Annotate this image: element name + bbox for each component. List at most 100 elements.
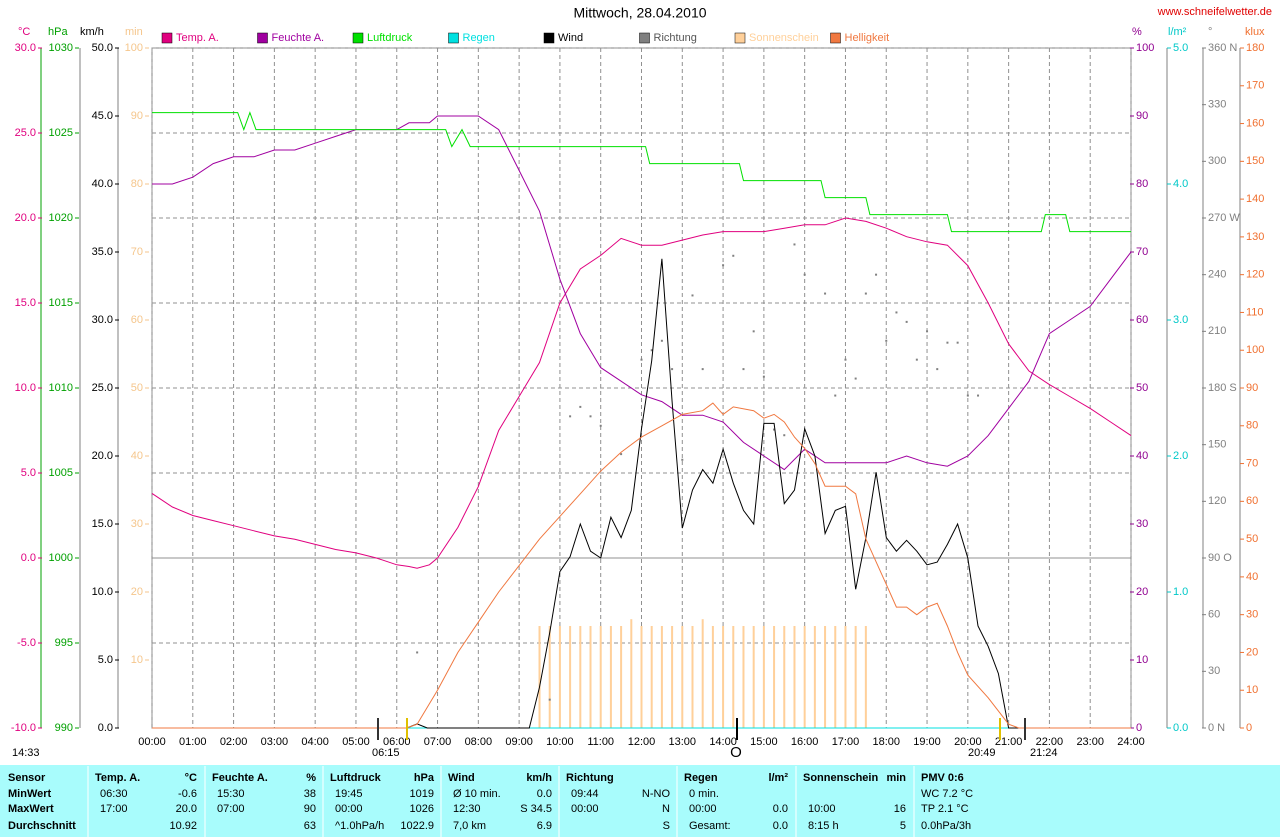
table-cell: ^1.0hPa/h: [335, 820, 384, 832]
table-cell: 00:00: [335, 803, 363, 815]
sunshine-bar: [609, 626, 612, 728]
y-tick-label: 990: [55, 722, 73, 734]
table-cell: 00:00: [689, 803, 717, 815]
legend-swatch: [830, 32, 841, 44]
table-cell: 6.9: [537, 820, 552, 832]
direction-dot: [691, 294, 694, 297]
sunshine-bar: [752, 626, 755, 728]
table-cell: 12:30: [453, 803, 481, 815]
y-tick-label: 1005: [49, 467, 73, 479]
direction-dot: [895, 311, 898, 314]
y-tick-label: 995: [55, 637, 73, 649]
table-cell: Ø 10 min.: [453, 788, 501, 800]
table-cell: 15:30: [217, 788, 245, 800]
direction-dot: [864, 292, 867, 295]
table-unit: %: [306, 772, 316, 784]
table-header: PMV 0:6: [921, 772, 964, 784]
annotation: 14:33: [12, 747, 40, 759]
x-tick-label: 19:00: [913, 736, 941, 748]
y-tick-label: 20: [131, 586, 143, 598]
y-tick-label: 10: [131, 654, 143, 666]
y-tick-label: 2.0: [1173, 450, 1188, 462]
direction-dot: [620, 453, 623, 456]
direction-dot: [773, 428, 776, 431]
direction-dot: [875, 273, 878, 276]
sunshine-bar: [630, 619, 633, 728]
y-tick-label: 20: [1136, 586, 1148, 598]
table-cell: TP 2.1 °C: [921, 803, 969, 815]
table-cell: 07:00: [217, 803, 245, 815]
table-cell: 8:15 h: [808, 820, 839, 832]
y-tick-label: 30: [131, 518, 143, 530]
source: www.schneifelwetter.de: [1157, 6, 1272, 18]
x-tick-label: 16:00: [791, 736, 819, 748]
x-tick-label: 15:00: [750, 736, 778, 748]
y-tick-label: 90: [131, 110, 143, 122]
legend-swatch: [734, 32, 746, 44]
sunshine-bar: [538, 626, 541, 728]
table-cell: S 34.5: [520, 803, 552, 815]
table-unit: min: [886, 772, 906, 784]
sunshine-bar: [599, 626, 602, 728]
direction-dot: [824, 292, 827, 295]
y-tick-label: 80: [1246, 420, 1258, 432]
x-tick-label: 08:00: [465, 736, 493, 748]
y-tick-label: 150: [1246, 155, 1264, 167]
table-cell: 1019: [410, 788, 434, 800]
direction-dot: [579, 405, 582, 408]
sunshine-bar: [701, 619, 704, 728]
y-tick-label: 50: [1246, 533, 1258, 545]
y-tick-label: 60: [1246, 495, 1258, 507]
y-tick-label: 330: [1208, 99, 1226, 111]
y-tick-label: 50: [1136, 382, 1148, 394]
annotation: 20:49: [968, 747, 996, 759]
sunshine-bar: [813, 626, 816, 728]
legend-label: Luftdruck: [367, 32, 413, 44]
table-cell: 10.92: [169, 820, 197, 832]
table-cell: 0.0hPa/3h: [921, 820, 971, 832]
sunshine-bar: [803, 626, 806, 728]
x-tick-label: 18:00: [872, 736, 900, 748]
sunshine-bar: [844, 626, 847, 728]
axis-title: °C: [18, 26, 30, 38]
table-cell: MinWert: [8, 788, 52, 800]
y-tick-label: 300: [1208, 155, 1226, 167]
x-tick-label: 10:00: [546, 736, 574, 748]
x-tick-label: 11:00: [587, 736, 614, 748]
annotation: O: [730, 744, 742, 761]
direction-dot: [599, 424, 602, 427]
y-tick-label: 1015: [49, 297, 73, 309]
y-tick-label: 0.0: [21, 552, 36, 564]
table-cell: 63: [304, 820, 316, 832]
y-tick-label: 100: [1246, 344, 1264, 356]
sunshine-bar: [548, 626, 551, 728]
y-tick-label: 1010: [49, 382, 73, 394]
table-cell: Durchschnitt: [8, 820, 76, 832]
y-tick-label: 100: [125, 42, 143, 54]
sunshine-bar: [742, 626, 745, 728]
table-unit: l/m²: [768, 772, 788, 784]
direction-dot: [671, 368, 674, 371]
table-header: Regen: [684, 772, 718, 784]
y-tick-label: 70: [1246, 457, 1258, 469]
sunshine-bar: [569, 626, 572, 728]
y-tick-label: 270 W: [1208, 212, 1240, 224]
direction-dot: [660, 339, 663, 342]
direction-dot: [844, 358, 847, 361]
y-tick-label: 60: [1136, 314, 1148, 326]
table-cell: 10:00: [808, 803, 836, 815]
x-tick-label: 01:00: [179, 736, 207, 748]
sunshine-bar: [589, 626, 592, 728]
y-tick-label: 20.0: [92, 450, 113, 462]
direction-dot: [926, 330, 929, 333]
direction-dot: [640, 358, 643, 361]
direction-dot: [885, 339, 888, 342]
y-tick-label: 90 O: [1208, 552, 1232, 564]
table-cell: 0.0: [773, 820, 788, 832]
direction-dot: [416, 651, 419, 654]
sunshine-bar: [783, 626, 786, 728]
direction-dot: [956, 341, 959, 344]
sunshine-bar: [671, 626, 674, 728]
